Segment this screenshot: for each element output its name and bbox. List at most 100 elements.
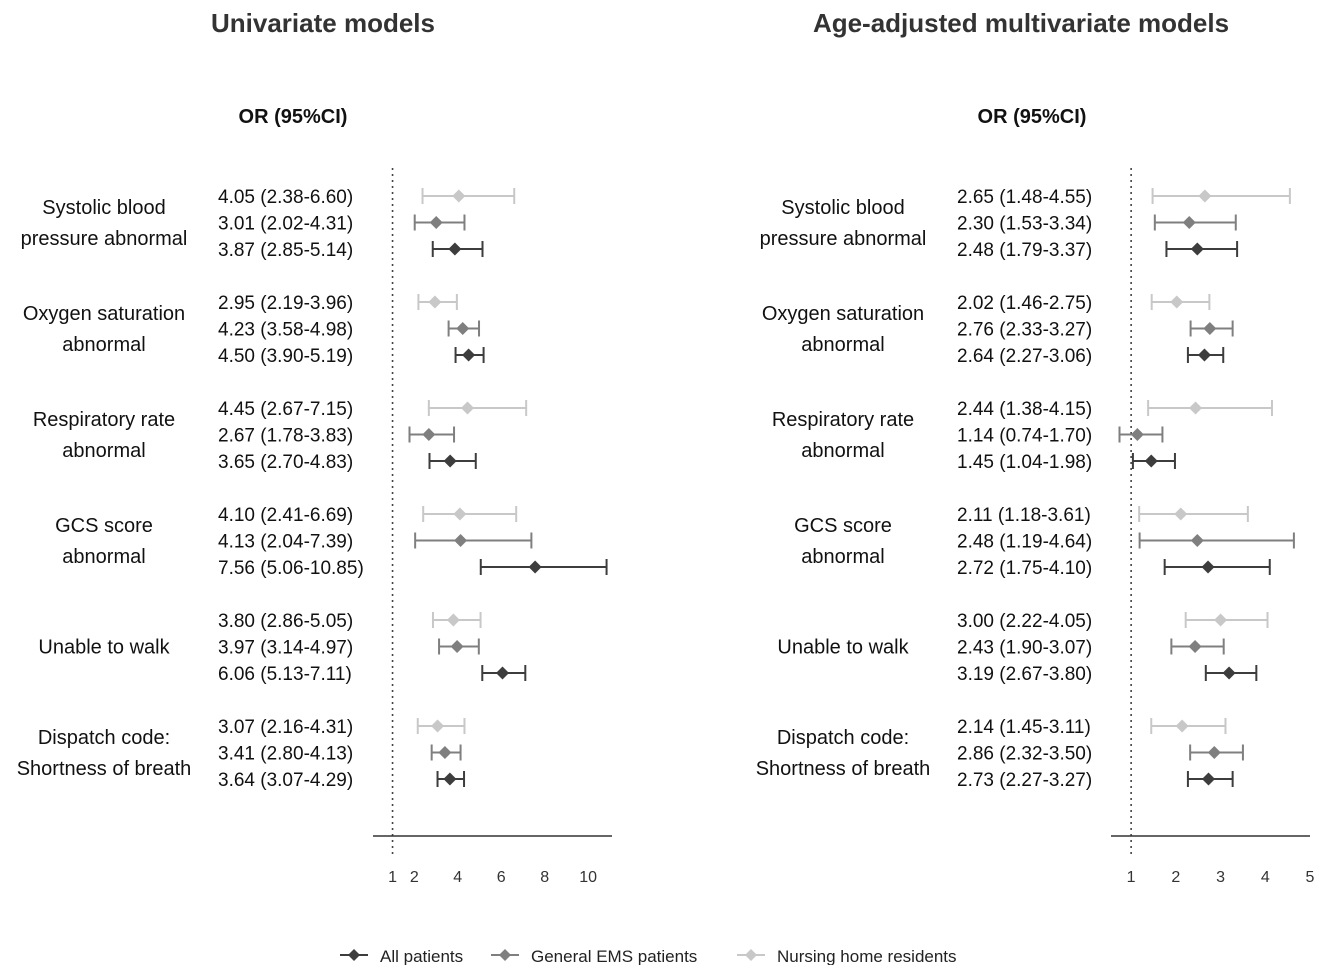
legend: All patients General EMS patients Nursing … bbox=[340, 947, 957, 965]
or-point bbox=[452, 189, 466, 203]
or-point bbox=[1174, 507, 1188, 521]
panel-title: Age-adjusted multivariate models bbox=[813, 8, 1229, 38]
or-ci-label: 3.65 (2.70-4.83) bbox=[218, 452, 353, 473]
or-ci-label: 2.14 (1.45-3.11) bbox=[957, 717, 1091, 738]
or-point bbox=[1214, 613, 1228, 627]
legend-item: Nursing home residents bbox=[737, 947, 957, 965]
or-point bbox=[1190, 534, 1204, 547]
or-point bbox=[1188, 640, 1202, 653]
or-ci-label: 3.64 (3.07-4.29) bbox=[218, 770, 353, 791]
or-ci-label: 3.80 (2.86-5.05) bbox=[218, 611, 353, 632]
legend-label: General EMS patients bbox=[531, 947, 697, 965]
or-point bbox=[1198, 189, 1212, 203]
or-ci-label: 3.41 (2.80-4.13) bbox=[218, 744, 353, 765]
or-point bbox=[1182, 216, 1196, 229]
variable-label: Shortness of breath bbox=[756, 758, 931, 780]
or-ci-label: 4.45 (2.67-7.15) bbox=[218, 399, 353, 420]
variable-label: abnormal bbox=[801, 440, 884, 462]
or-ci-label: 2.65 (1.48-4.55) bbox=[957, 187, 1092, 208]
or-ci-label: 4.50 (3.90-5.19) bbox=[218, 346, 353, 367]
or-point bbox=[446, 613, 460, 627]
or-ci-label: 7.56 (5.06-10.85) bbox=[218, 558, 364, 579]
or-ci-label: 2.48 (1.19-4.64) bbox=[957, 532, 1092, 553]
x-tick-label: 2 bbox=[410, 869, 419, 886]
legend-label: Nursing home residents bbox=[777, 947, 957, 965]
x-tick-label: 3 bbox=[1216, 869, 1225, 886]
or-point bbox=[1201, 560, 1215, 574]
or-point bbox=[443, 454, 457, 468]
or-ci-label: 2.02 (1.46-2.75) bbox=[957, 293, 1092, 314]
or-point bbox=[1197, 348, 1211, 362]
variable-label: pressure abnormal bbox=[21, 228, 188, 250]
legend-marker bbox=[745, 949, 757, 961]
legend-marker bbox=[348, 949, 360, 961]
x-tick-label: 4 bbox=[453, 869, 462, 886]
variable-label: Unable to walk bbox=[777, 637, 909, 659]
variable-label: Unable to walk bbox=[38, 637, 170, 659]
variable-label: Shortness of breath bbox=[17, 758, 192, 780]
variable-label: abnormal bbox=[62, 334, 145, 356]
x-tick-label: 1 bbox=[388, 869, 397, 886]
panel-title: Univariate models bbox=[211, 8, 435, 38]
variable-label: Respiratory rate bbox=[772, 409, 914, 431]
or-point bbox=[1203, 322, 1217, 335]
legend-label: All patients bbox=[380, 947, 463, 965]
or-point bbox=[1207, 746, 1221, 759]
or-point bbox=[450, 640, 464, 653]
or-ci-label: 2.44 (1.38-4.15) bbox=[957, 399, 1092, 420]
or-ci-label: 3.01 (2.02-4.31) bbox=[218, 214, 353, 235]
panel-multivariate: Age-adjusted multivariate models OR (95%C… bbox=[756, 8, 1315, 886]
variable-label: Dispatch code: bbox=[38, 727, 170, 749]
or-ci-label: 3.97 (3.14-4.97) bbox=[218, 638, 353, 659]
or-point bbox=[453, 507, 467, 521]
legend-marker bbox=[499, 949, 511, 961]
or-point bbox=[428, 295, 442, 309]
or-ci-label: 1.45 (1.04-1.98) bbox=[957, 452, 1092, 473]
or-ci-label: 2.95 (2.19-3.96) bbox=[218, 293, 353, 314]
or-ci-label: 3.07 (2.16-4.31) bbox=[218, 717, 353, 738]
or-point bbox=[448, 242, 462, 256]
x-tick-label: 8 bbox=[540, 869, 549, 886]
or-column-header: OR (95%CI) bbox=[978, 106, 1087, 128]
or-point bbox=[1144, 454, 1158, 468]
variable-label: Respiratory rate bbox=[33, 409, 175, 431]
x-tick-label: 10 bbox=[579, 869, 597, 886]
or-point bbox=[1190, 242, 1204, 256]
or-ci-label: 3.19 (2.67-3.80) bbox=[957, 664, 1092, 685]
variable-label: abnormal bbox=[62, 546, 145, 568]
x-tick-label: 1 bbox=[1127, 869, 1136, 886]
or-ci-label: 2.76 (2.33-3.27) bbox=[957, 320, 1092, 341]
or-ci-label: 2.48 (1.79-3.37) bbox=[957, 240, 1092, 261]
or-point bbox=[429, 216, 443, 229]
or-point bbox=[443, 772, 457, 786]
or-ci-label: 4.13 (2.04-7.39) bbox=[218, 532, 353, 553]
variable-label: Systolic blood bbox=[42, 197, 165, 219]
or-ci-label: 3.87 (2.85-5.14) bbox=[218, 240, 353, 261]
or-point bbox=[461, 401, 475, 415]
or-point bbox=[438, 746, 452, 759]
or-point bbox=[1201, 772, 1215, 786]
or-ci-label: 4.05 (2.38-6.60) bbox=[218, 187, 353, 208]
variable-label: Oxygen saturation bbox=[23, 303, 185, 325]
or-point bbox=[1189, 401, 1203, 415]
or-point bbox=[422, 428, 436, 441]
or-point bbox=[456, 322, 470, 335]
or-point bbox=[1170, 295, 1184, 309]
or-column-header: OR (95%CI) bbox=[239, 106, 348, 128]
x-tick-label: 2 bbox=[1171, 869, 1180, 886]
or-ci-label: 2.67 (1.78-3.83) bbox=[218, 426, 353, 447]
or-ci-label: 2.43 (1.90-3.07) bbox=[957, 638, 1092, 659]
or-ci-label: 2.11 (1.18-3.61) bbox=[957, 505, 1091, 526]
x-tick-label: 6 bbox=[497, 869, 506, 886]
or-ci-label: 1.14 (0.74-1.70) bbox=[957, 426, 1092, 447]
variable-label: Systolic blood bbox=[781, 197, 904, 219]
or-ci-label: 2.72 (1.75-4.10) bbox=[957, 558, 1092, 579]
or-ci-label: 2.86 (2.32-3.50) bbox=[957, 744, 1092, 765]
variable-label: Oxygen saturation bbox=[762, 303, 924, 325]
variable-label: pressure abnormal bbox=[760, 228, 927, 250]
or-ci-label: 4.10 (2.41-6.69) bbox=[218, 505, 353, 526]
legend-item: All patients bbox=[340, 947, 463, 965]
or-ci-label: 2.30 (1.53-3.34) bbox=[957, 214, 1092, 235]
or-ci-label: 2.73 (2.27-3.27) bbox=[957, 770, 1092, 791]
